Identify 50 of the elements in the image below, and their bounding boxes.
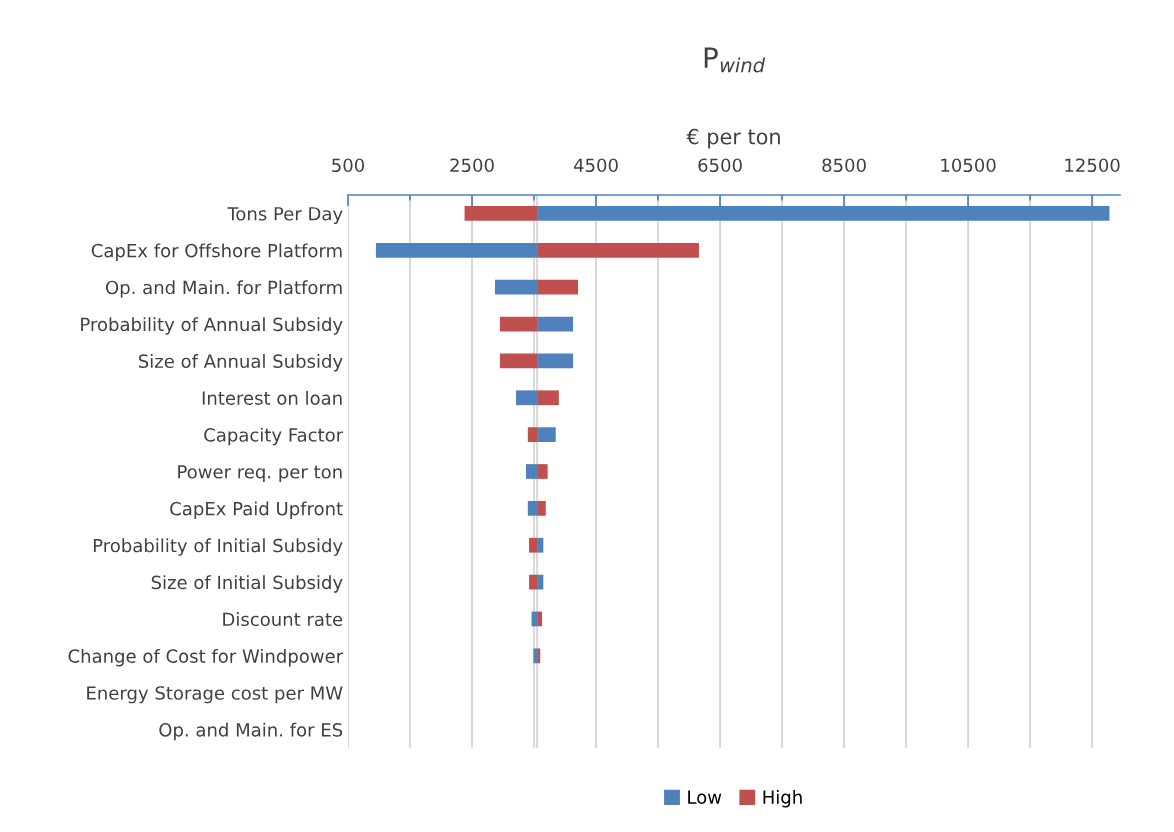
legend-label: Low [688, 790, 722, 804]
bar [537, 316, 574, 332]
bar [537, 427, 556, 443]
bar [537, 390, 559, 406]
x-tick-label: 12500 [1065, 158, 1120, 173]
y-tick-label: Change of Cost for Windpower [68, 648, 344, 667]
bar [516, 390, 538, 406]
y-tick-label: Capacity Factor [204, 427, 344, 446]
bar [464, 206, 538, 221]
y-tick-label: CapEx Paid Upfront [170, 501, 343, 519]
bar [499, 353, 538, 369]
y-tick-label: Size of Annual Subsidy [138, 354, 343, 372]
y-tick-label: Tons Per Day [227, 207, 343, 225]
y-tick-label: Probability of Initial Subsidy [93, 538, 343, 556]
x-tick-label: 4500 [573, 158, 618, 173]
x-tick-label: 8500 [822, 158, 866, 173]
bar [527, 427, 538, 443]
bar [537, 574, 544, 590]
x-axis-title: € per ton [686, 128, 780, 149]
y-tick-label: Op. and Main. for ES [159, 722, 343, 741]
y-tick-label: CapEx for Offshore Platform [91, 243, 342, 261]
bar [527, 500, 538, 516]
y-tick-label: Energy Storage cost per MW [87, 686, 343, 704]
y-tick-label: Size of Initial Subsidy [151, 575, 343, 593]
bar [537, 648, 541, 664]
bar [537, 537, 544, 553]
bar [499, 316, 538, 332]
y-tick-label: Power req. per ton [178, 465, 342, 483]
x-tick-label: 2500 [450, 158, 494, 173]
bar [525, 464, 538, 479]
bar [494, 279, 538, 295]
bar [533, 648, 538, 664]
bar [529, 537, 538, 553]
y-tick-label: Op. and Main. for Platform [106, 280, 342, 298]
x-tick-label: 6500 [698, 158, 742, 173]
x-tick-label: 10500 [941, 158, 996, 173]
bar [375, 242, 538, 258]
bar [537, 353, 574, 369]
y-tick-label: Discount rate [223, 612, 343, 627]
x-tick-label: 500 [332, 158, 365, 173]
legend-label: High [763, 789, 802, 808]
bar [537, 464, 548, 479]
bar [537, 611, 543, 627]
bar [537, 279, 579, 295]
bar [529, 574, 538, 590]
chart-title: P$_{wind}$ [704, 47, 766, 73]
y-tick-label: Probability of Annual Subsidy [81, 317, 343, 335]
bar [537, 242, 699, 258]
bar [537, 500, 546, 516]
y-tick-label: Interest on loan [202, 390, 342, 405]
